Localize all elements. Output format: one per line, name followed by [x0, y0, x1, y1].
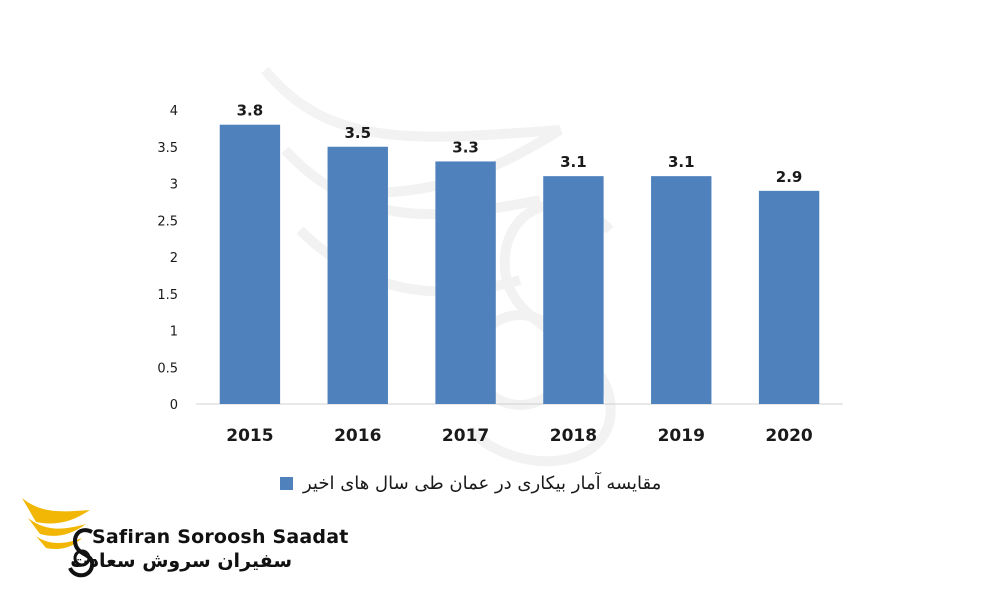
bars — [219, 124, 820, 404]
y-axis: 0 0.5 1 1.5 2 2.5 3 3.5 4 — [157, 104, 178, 413]
x-tick-label: 2020 — [765, 426, 812, 446]
y-tick-label: 3.5 — [157, 141, 178, 156]
data-label: 3.8 — [237, 102, 264, 120]
legend: مقایسه آمار بیکاری در عمان طی سال های اخ… — [280, 470, 760, 496]
y-tick-label: 0 — [170, 398, 178, 413]
y-tick-label: 2.5 — [157, 214, 178, 229]
bar-2016 — [327, 146, 388, 404]
bar-2018 — [543, 176, 604, 404]
y-tick-label: 3 — [170, 178, 178, 193]
x-tick-label: 2016 — [334, 426, 381, 446]
x-axis: 2015 2016 2017 2018 2019 2020 — [226, 426, 813, 446]
x-tick-label: 2017 — [442, 426, 489, 446]
data-labels: 3.8 3.5 3.3 3.1 3.1 2.9 — [237, 102, 803, 186]
x-tick-label: 2015 — [226, 426, 273, 446]
y-tick-label: 1.5 — [157, 288, 178, 303]
bar-2019 — [651, 176, 712, 404]
y-tick-label: 1 — [170, 325, 178, 340]
bar-2015 — [219, 124, 281, 404]
x-tick-label: 2019 — [658, 426, 705, 446]
legend-label: مقایسه آمار بیکاری در عمان طی سال های اخ… — [303, 472, 662, 494]
y-tick-label: 0.5 — [157, 361, 178, 376]
wing-logo-icon — [22, 498, 95, 578]
data-label: 3.5 — [344, 124, 371, 142]
data-label: 3.1 — [668, 153, 695, 171]
bar-2017 — [435, 161, 496, 404]
brand-name-en: Safiran Soroosh Saadat — [92, 526, 349, 548]
data-label: 3.1 — [560, 153, 587, 171]
y-tick-label: 2 — [170, 251, 178, 266]
data-label: 3.3 — [452, 138, 479, 156]
y-tick-label: 4 — [170, 104, 178, 119]
brand-name-fa: سفیران سروش سعادت — [70, 550, 292, 572]
brand-logo: Safiran Soroosh Saadat سفیران سروش سعادت — [20, 492, 348, 584]
bar-2020 — [758, 190, 820, 404]
data-label: 2.9 — [776, 168, 803, 186]
x-tick-label: 2018 — [550, 426, 597, 446]
legend-swatch — [280, 476, 293, 490]
